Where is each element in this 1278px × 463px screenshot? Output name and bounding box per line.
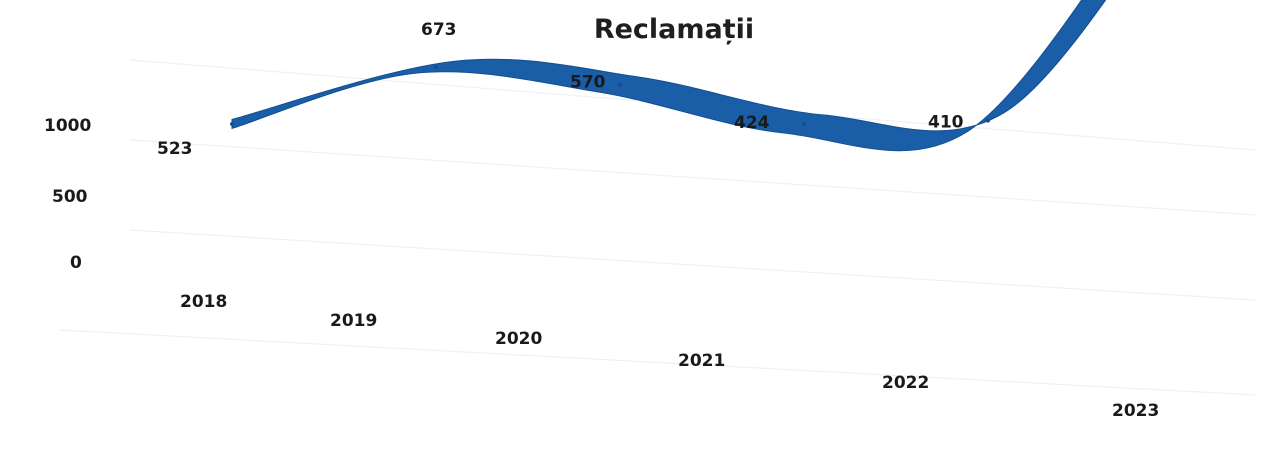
chart-title: Reclamații	[593, 14, 755, 45]
data-label: 570	[570, 73, 606, 93]
data-label: 424	[734, 113, 770, 133]
data-point	[802, 122, 806, 127]
data-label: 523	[157, 139, 193, 159]
x-tick-label: 2023	[1112, 401, 1159, 421]
y-tick-label: 1000	[44, 116, 91, 136]
gridline	[129, 229, 1256, 301]
y-tick-label: 0	[70, 253, 82, 273]
series-ribbon	[231, 0, 1107, 152]
x-tick-label: 2022	[882, 373, 929, 393]
x-tick-label: 2018	[180, 292, 227, 312]
data-point	[230, 121, 234, 126]
data-point	[618, 82, 622, 87]
data-point	[986, 118, 990, 123]
gridline	[129, 139, 1256, 216]
x-tick-label: 2020	[495, 329, 542, 349]
y-tick-label: 500	[52, 187, 88, 207]
data-label: 673	[421, 20, 457, 40]
gridline	[59, 329, 1256, 396]
data-label: 410	[928, 112, 964, 132]
data-point	[434, 65, 438, 70]
x-tick-label: 2019	[330, 311, 377, 331]
x-tick-label: 2021	[678, 351, 725, 371]
